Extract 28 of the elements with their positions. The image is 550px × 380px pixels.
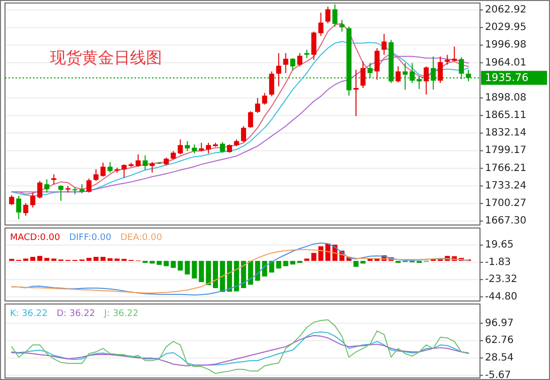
y-tick-label: 1964.01 — [485, 57, 526, 68]
y-tick-label: 19.65 — [485, 240, 514, 251]
text: D: 36.22 — [56, 309, 96, 319]
y-tick-label: 1700.27 — [485, 198, 526, 210]
y-tick-label: 1898.08 — [485, 92, 526, 104]
y-tick-label: -44.80 — [485, 291, 518, 302]
text: DEA:0.00 — [120, 233, 162, 243]
ref-line-label: 1935.76 — [485, 72, 529, 84]
y-tick-label: 1799.17 — [485, 145, 526, 156]
y-tick-label: 96.97 — [485, 318, 514, 329]
y-tick-label: 1667.30 — [485, 216, 526, 227]
text: J: 36.22 — [103, 309, 138, 319]
y-tick-label: 2062.92 — [485, 4, 526, 16]
y-tick-label: -5.67 — [485, 370, 511, 380]
y-tick-label: 62.76 — [485, 335, 514, 346]
text: K: 36.22 — [10, 309, 48, 319]
series-label: MACD:0.00 — [10, 233, 60, 243]
y-tick-label: 1996.98 — [485, 40, 526, 51]
text: DIFF:0.00 — [69, 233, 112, 243]
y-tick-label: -23.32 — [485, 274, 518, 286]
y-tick-label: 1832.14 — [485, 128, 526, 139]
y-tick-label: 28.54 — [485, 352, 514, 364]
y-tick-label: -1.83 — [485, 256, 511, 268]
y-tick-label: 1733.24 — [485, 180, 526, 192]
y-tick-label: 1766.21 — [485, 162, 526, 174]
y-tick-label: 1865.11 — [485, 110, 526, 122]
y-tick-label: 2029.95 — [485, 22, 526, 34]
text: 现货黄金日线图 — [50, 48, 162, 67]
